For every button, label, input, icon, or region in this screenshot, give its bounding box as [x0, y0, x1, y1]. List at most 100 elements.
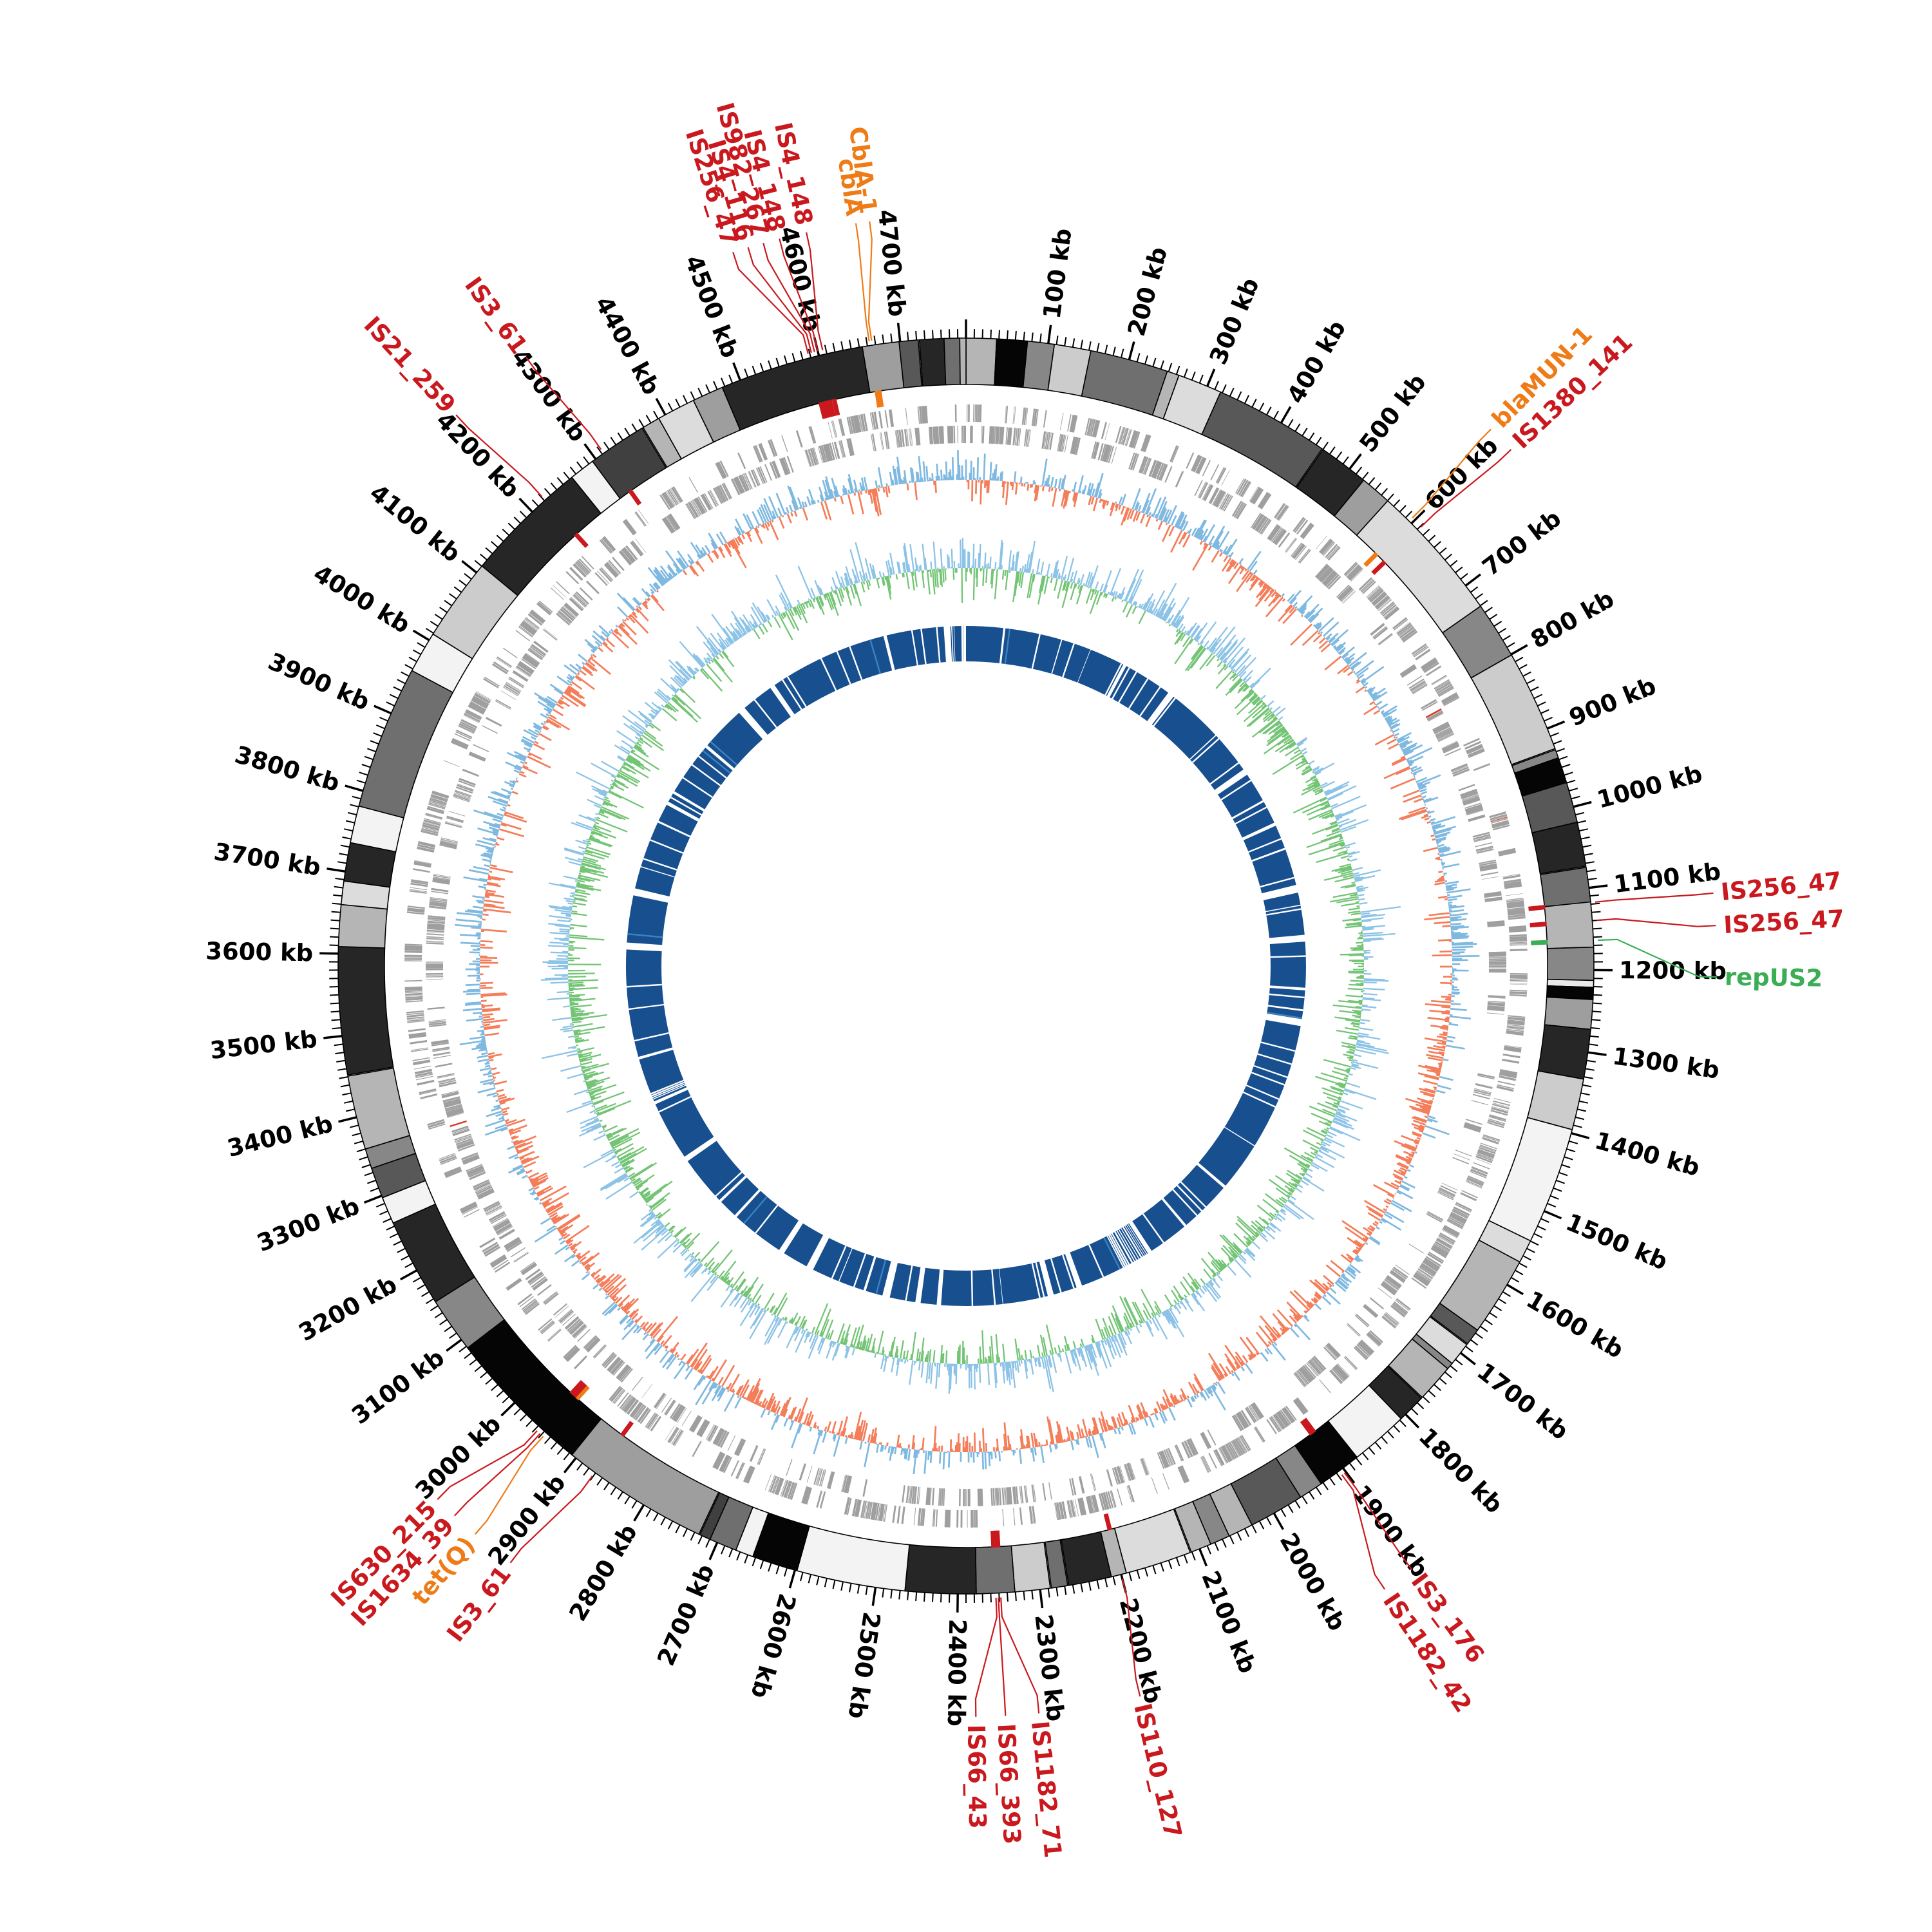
scale-tick-label: 3900 kb — [264, 647, 374, 715]
identity-gap-line — [1251, 1072, 1285, 1086]
contig-segment — [1044, 1539, 1068, 1589]
scale-tick-label: 3800 kb — [232, 741, 343, 797]
identity-block — [736, 1191, 799, 1251]
contig-ring — [337, 337, 1595, 1595]
identity-block — [744, 688, 791, 735]
identity-block — [839, 1249, 875, 1291]
contig-segment — [974, 1545, 1016, 1595]
identity-accent-line — [702, 750, 731, 774]
identity-gap-line — [755, 1204, 779, 1234]
contig-segment — [1539, 866, 1591, 907]
identity-gap-line — [1128, 678, 1149, 709]
annotation-label: IS1182_71 — [1026, 1719, 1067, 1859]
annotation-leader-lines — [437, 221, 1717, 1717]
annotation-label: IS66_43 — [962, 1725, 991, 1829]
identity-gap-line — [626, 983, 662, 988]
identity-block — [721, 1177, 759, 1215]
annotation-mark — [1530, 922, 1547, 928]
identity-block — [1128, 1223, 1148, 1254]
annotation-mark — [818, 401, 828, 419]
identity-block — [774, 659, 836, 715]
identity-gap-line — [831, 1245, 847, 1279]
identity-gap-line — [643, 858, 677, 871]
scale-tick-label: 1000 kb — [1594, 760, 1705, 814]
identity-block — [920, 1267, 940, 1305]
identity-gap-line — [1220, 779, 1252, 800]
identity-block — [687, 1141, 745, 1200]
scale-tick-label: 3500 kb — [209, 1025, 319, 1065]
contig-segment — [796, 1525, 910, 1592]
identity-block — [966, 626, 1003, 663]
scale-tick-label: 1300 kb — [1611, 1042, 1721, 1084]
identity-block — [639, 1050, 684, 1094]
annotation-mark — [1528, 905, 1546, 911]
identity-gap-line — [1260, 876, 1295, 888]
identity-accent-line — [1267, 1012, 1302, 1019]
annotation-leader — [732, 252, 809, 354]
contig-segment — [898, 339, 923, 389]
scale-tick-label: 100 kb — [1038, 227, 1077, 321]
annotation-leader — [1412, 428, 1492, 519]
identity-block — [1052, 639, 1090, 683]
identity-block — [652, 1083, 685, 1097]
annotation-mark — [1371, 560, 1387, 575]
scale-tick-label: 2300 kb — [1029, 1613, 1069, 1723]
identity-block — [1190, 735, 1244, 790]
cds-track-reverse — [426, 426, 1506, 1506]
scale-tick-label: 2600 kb — [745, 1591, 801, 1701]
annotation-leader — [1598, 938, 1717, 978]
contig-segment — [861, 341, 905, 393]
annotation-mark — [1300, 1419, 1314, 1436]
scale-tick-label: 1600 kb — [1522, 1285, 1629, 1364]
annotation-mark — [620, 1421, 634, 1437]
annotation-leader — [747, 247, 812, 354]
identity-block — [658, 804, 698, 836]
annotation-leader — [1343, 1472, 1413, 1571]
annotation-label: IS21_259 — [359, 311, 461, 419]
annotation-leader — [806, 232, 824, 350]
identity-gap-line — [961, 626, 963, 662]
identity-block — [627, 895, 668, 945]
identity-gap-line — [781, 679, 802, 710]
annotation-leader — [762, 243, 815, 352]
identity-gap-line — [1088, 1244, 1104, 1278]
identity-block — [1243, 826, 1285, 860]
identity-gap-line — [1031, 634, 1041, 669]
scale-tick-label: 4200 kb — [431, 406, 525, 503]
identity-gap-line — [1235, 806, 1267, 825]
contig-segment — [1470, 654, 1556, 766]
scale-tick-label: 1800 kb — [1414, 1423, 1509, 1519]
identity-block — [950, 626, 953, 662]
contig-segment — [959, 337, 967, 385]
identity-block — [999, 1262, 1048, 1304]
annotation-mark — [827, 399, 836, 417]
scale-tick-label: 4400 kb — [590, 292, 666, 399]
identity-block — [1125, 1225, 1145, 1256]
annotation-leader — [998, 1597, 1007, 1716]
contig-segment — [1544, 996, 1594, 1030]
identity-block — [1268, 988, 1305, 1010]
identity-block — [1224, 1086, 1279, 1146]
scale-tick-label: 4500 kb — [679, 251, 744, 361]
identity-gap-line — [1031, 1263, 1041, 1298]
identity-accent-line — [710, 741, 738, 766]
annotation-leader — [779, 238, 819, 352]
annotation-marks — [569, 390, 1548, 1548]
identity-gap-line — [1112, 667, 1130, 699]
identity-gap-line — [1062, 1255, 1075, 1289]
identity-block — [707, 712, 763, 768]
identity-block — [1265, 905, 1305, 938]
identity-gap-line — [920, 629, 927, 665]
annotation-leader — [855, 223, 870, 341]
annotation-mark — [569, 1379, 585, 1396]
identity-gap-line — [682, 777, 713, 798]
gc-skew-positive — [455, 450, 1480, 1475]
scale-tick-label: 4300 kb — [506, 344, 592, 447]
scale-tick-label: 4100 kb — [365, 478, 466, 567]
annotation-mark — [572, 1382, 587, 1398]
gc-skew-negative — [479, 479, 1452, 1453]
annotation-leader — [474, 1435, 544, 1535]
identity-gap-line — [849, 646, 863, 680]
identity-accent-line — [743, 1196, 768, 1224]
annotation-label: IS3_61 — [459, 272, 533, 359]
